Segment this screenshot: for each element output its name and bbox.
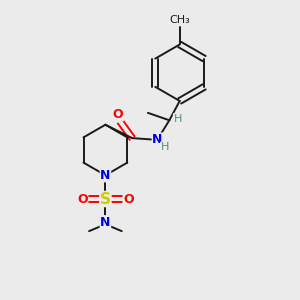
Text: H: H — [161, 142, 169, 152]
Text: N: N — [100, 169, 111, 182]
Text: S: S — [100, 191, 111, 206]
Text: N: N — [152, 133, 163, 146]
Text: H: H — [173, 114, 182, 124]
Text: N: N — [100, 216, 111, 229]
Text: O: O — [123, 193, 134, 206]
Text: CH₃: CH₃ — [169, 15, 190, 25]
Text: O: O — [112, 108, 123, 121]
Text: O: O — [77, 193, 88, 206]
